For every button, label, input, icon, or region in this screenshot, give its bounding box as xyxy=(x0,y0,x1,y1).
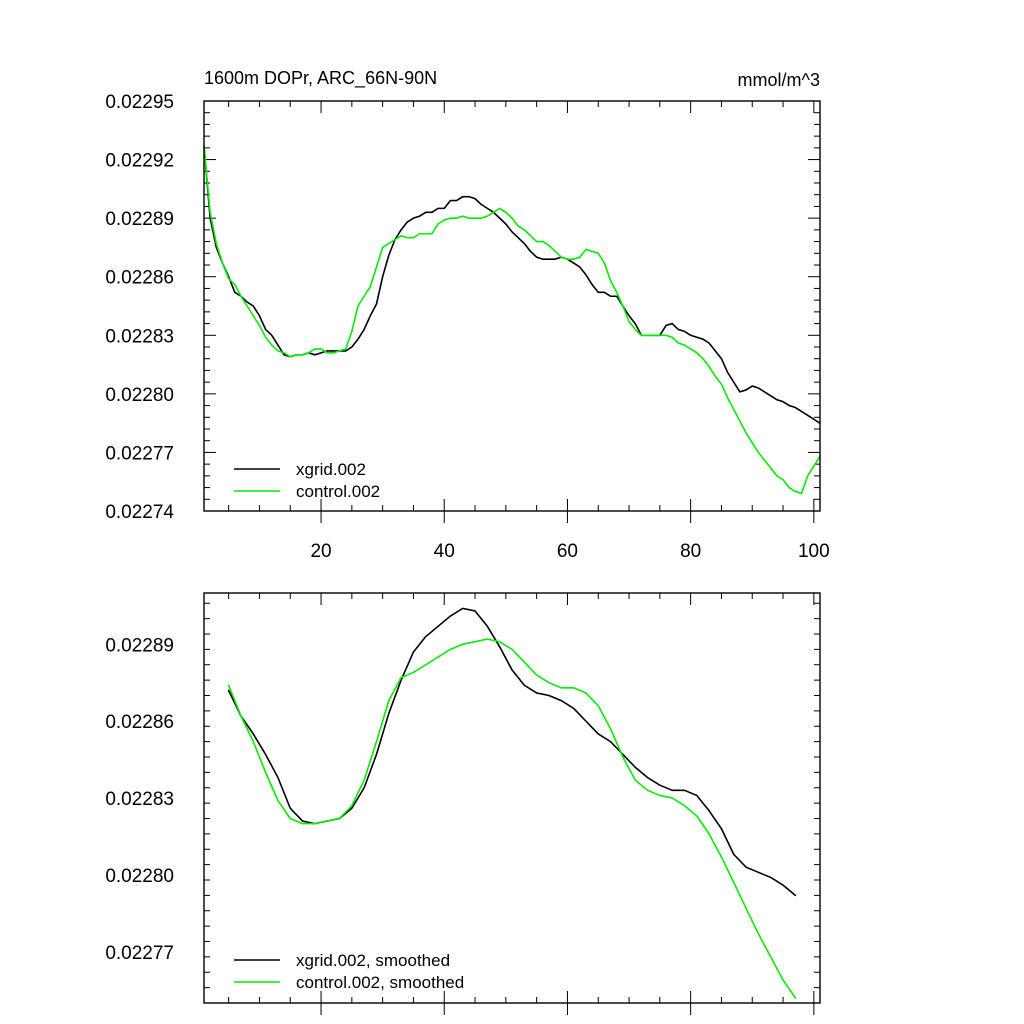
bottom-panel: 0.02277 0.02280 0.02283 0.02286 0.02289 xgri… xyxy=(105,592,821,1015)
top-panel-frame xyxy=(203,100,821,512)
bottom-panel-series xyxy=(227,607,797,999)
bottom-y-tick-label: 0.02280 xyxy=(105,866,174,887)
bottom-y-tick-label: 0.02289 xyxy=(105,635,174,656)
top-y-tick-label: 0.02286 xyxy=(105,268,174,289)
bottom-panel-axes: 0.02277 0.02280 0.02283 0.02286 0.02289 xyxy=(105,593,820,1015)
top-y-tick-label: 0.02283 xyxy=(105,326,174,347)
top-y-tick-label: 0.02280 xyxy=(105,385,174,406)
top-panel-series xyxy=(203,145,821,495)
top-y-tick-label: 0.02289 xyxy=(105,209,174,230)
top-y-tick-label: 0.02274 xyxy=(105,502,174,523)
top-y-tick-label: 0.02277 xyxy=(105,443,174,464)
top-y-tick-label: 0.02295 xyxy=(105,92,174,113)
top-panel: 1600m DOPr, ARC_66N-90N mmol/m^3 20 40 60 8… xyxy=(105,68,829,562)
top-panel-axes: 20 40 60 80 100 0.02274 0.02277 0.02280 0.02283 0… xyxy=(105,92,829,562)
bottom-panel-legend: xgrid.002, smoothed control.002, smoothe… xyxy=(234,951,464,992)
top-y-tick-label: 0.02292 xyxy=(105,151,174,172)
top-x-tick-label: 100 xyxy=(798,541,830,562)
bottom-series-line-control xyxy=(227,638,797,999)
top-panel-units: mmol/m^3 xyxy=(738,70,820,90)
bottom-y-tick-label: 0.02283 xyxy=(105,789,174,810)
top-x-tick-label: 80 xyxy=(680,541,701,562)
top-panel-legend: xgrid.002 control.002 xyxy=(234,460,380,501)
top-x-tick-label: 40 xyxy=(434,541,455,562)
legend-label-xgrid-smoothed: xgrid.002, smoothed xyxy=(296,951,450,970)
bottom-y-tick-label: 0.02277 xyxy=(105,943,174,964)
bottom-y-tick-label: 0.02286 xyxy=(105,712,174,733)
top-series-line-control xyxy=(203,145,821,495)
top-x-tick-label: 60 xyxy=(557,541,578,562)
legend-label-control: control.002 xyxy=(296,482,380,501)
legend-label-xgrid: xgrid.002 xyxy=(296,460,366,479)
legend-label-control-smoothed: control.002, smoothed xyxy=(296,973,464,992)
bottom-panel-frame xyxy=(203,592,821,1004)
top-x-tick-label: 20 xyxy=(310,541,331,562)
top-panel-title: 1600m DOPr, ARC_66N-90N xyxy=(204,68,437,89)
